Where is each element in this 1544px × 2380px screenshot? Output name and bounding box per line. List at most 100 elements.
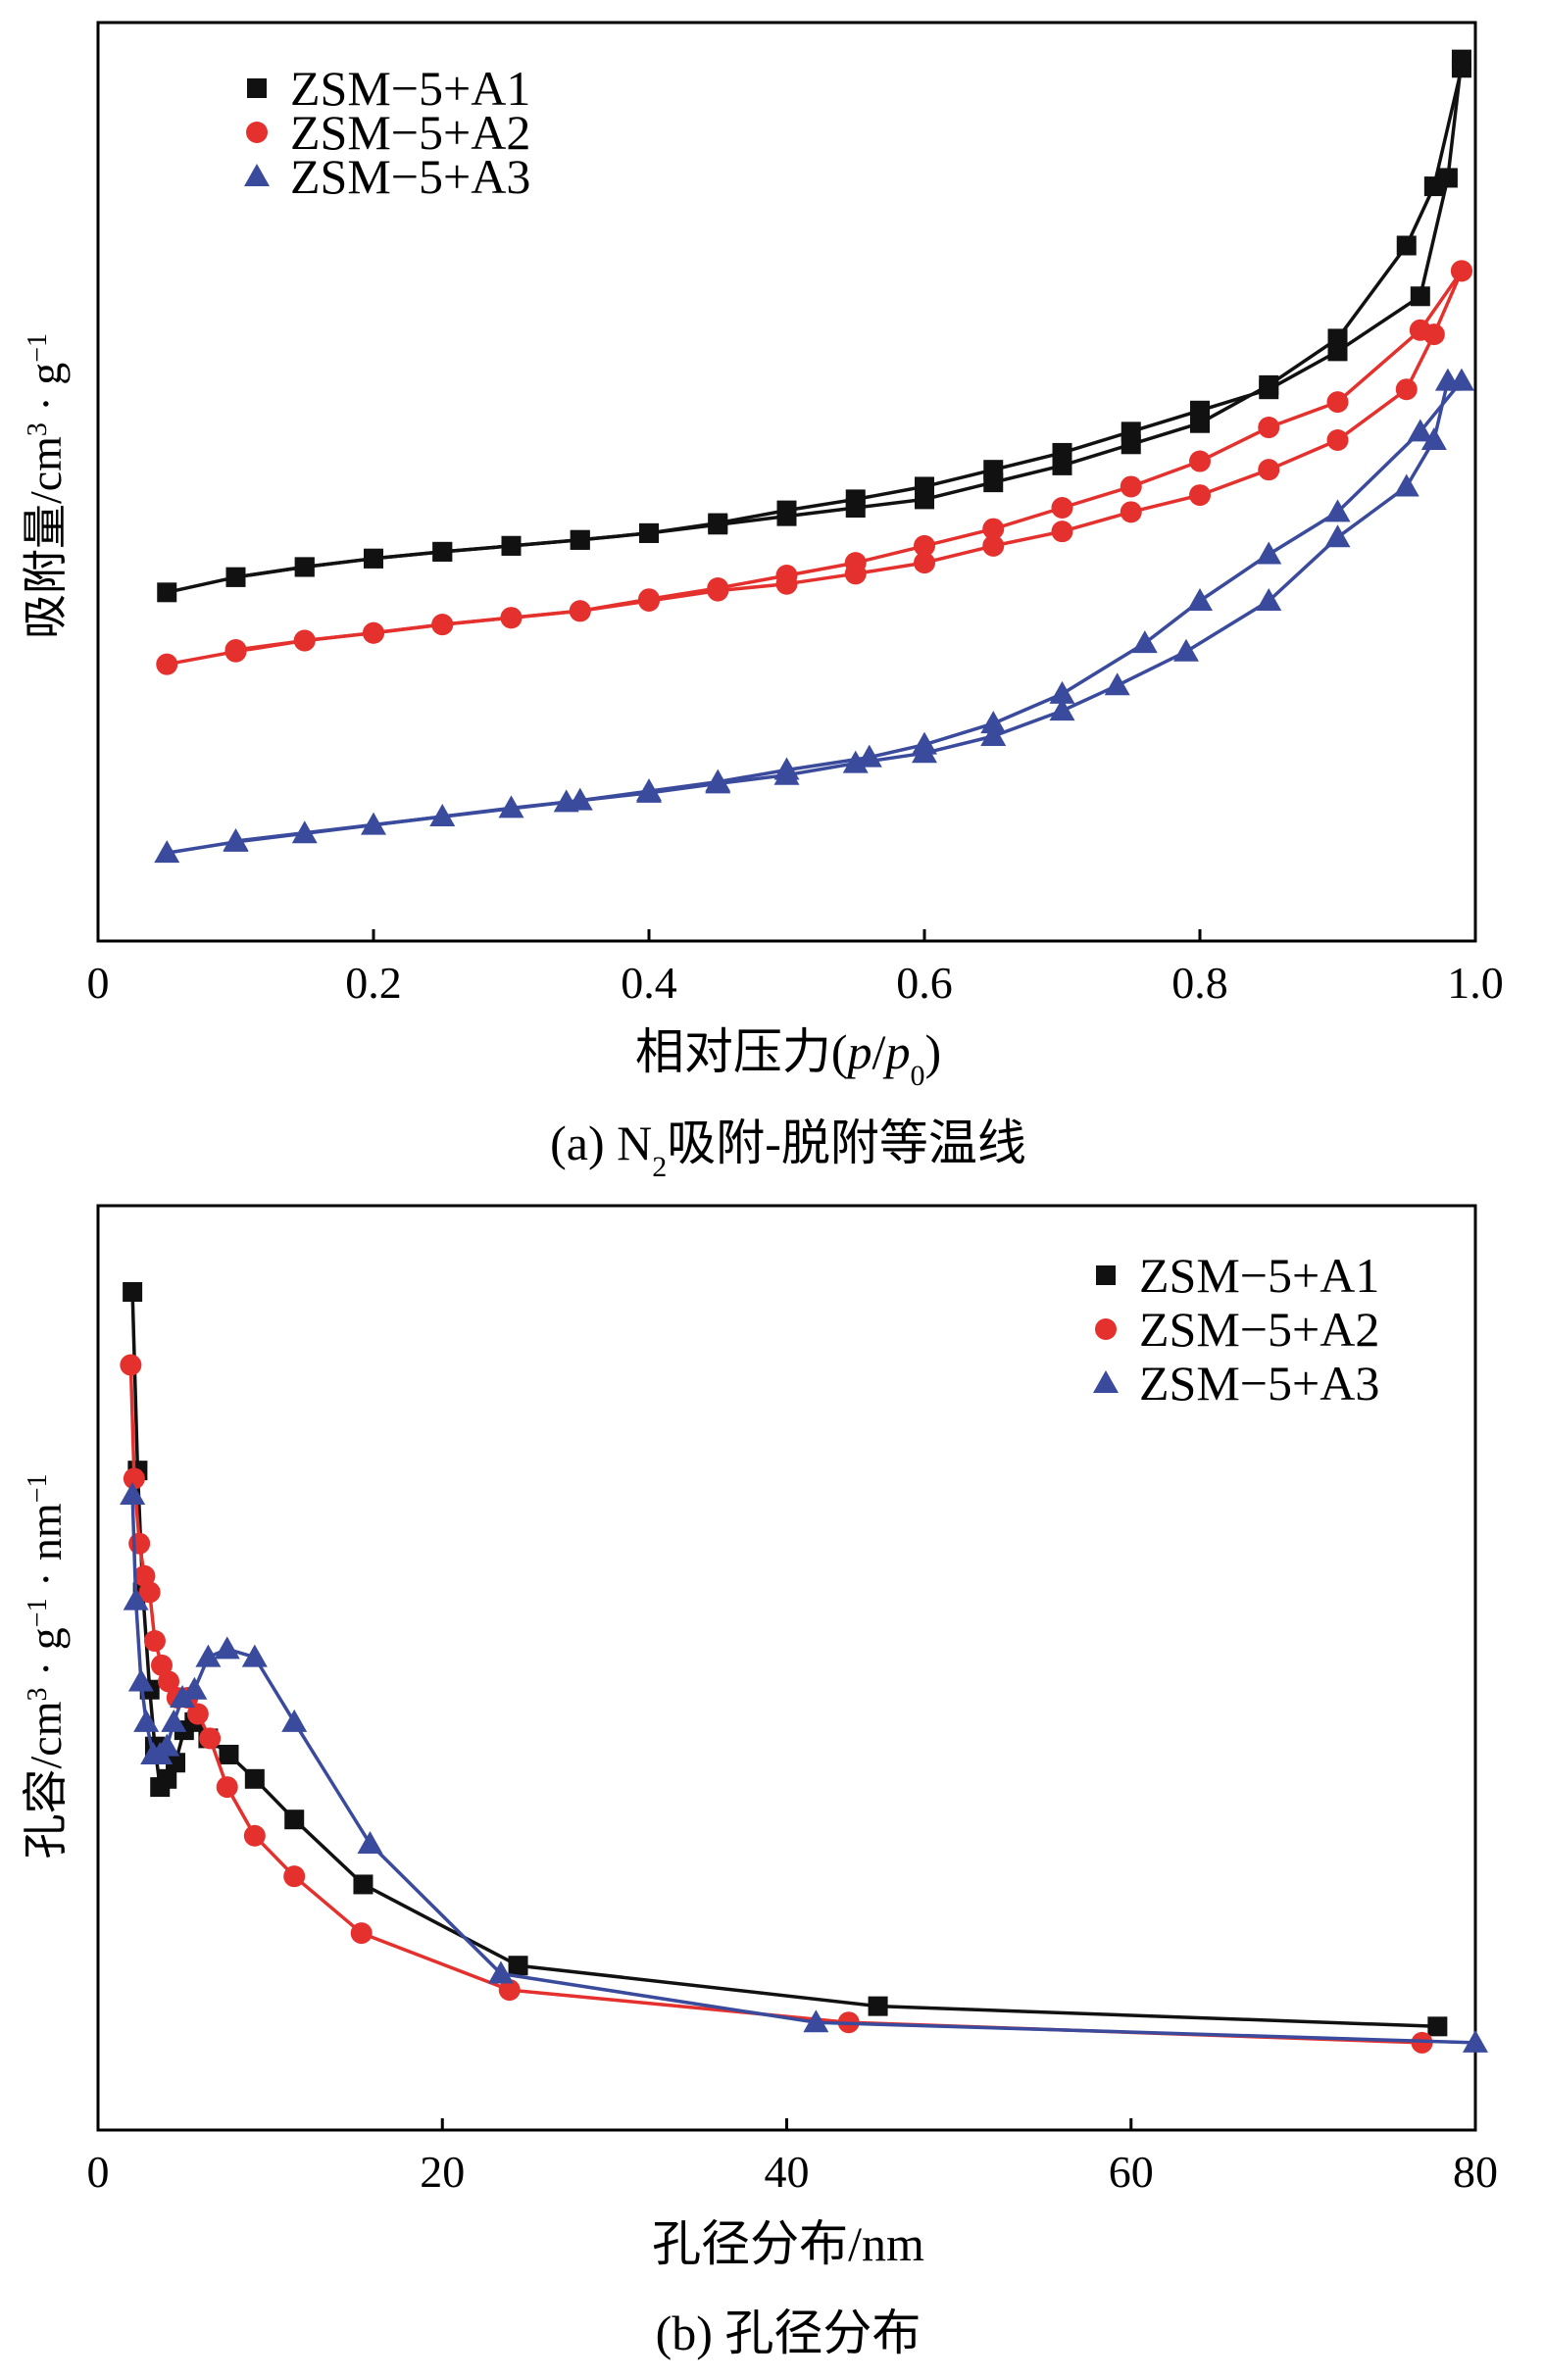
panel-b-data-point <box>133 1709 160 1732</box>
panel-a-data-point <box>364 548 383 569</box>
panel-a-data-point <box>1052 442 1072 463</box>
panel-a-data-point <box>1172 638 1199 662</box>
panel-b-data-point <box>123 1282 143 1302</box>
panel-a-data-point <box>1409 319 1431 341</box>
panel-b-data-point <box>1463 2029 1488 2053</box>
panel-b-data-point <box>186 1703 209 1725</box>
panel-a-data-point <box>773 757 800 780</box>
panel-a-isotherms: 0 0.2 0.4 0.6 0.8 1.0 ZSM−5+A1ZSM−5+A2ZSM−5+A… <box>21 21 1504 1183</box>
panel-a-legend-marker <box>247 78 267 98</box>
panel-a-data-point <box>1258 459 1280 481</box>
panel-b-legend-label: ZSM−5+A3 <box>1139 1356 1379 1411</box>
panel-a-legend-item: ZSM−5+A3 <box>244 149 530 204</box>
panel-a-data-point <box>224 639 247 662</box>
panel-b-data-point <box>161 1709 187 1732</box>
panel-a-caption: (a) N2吸附-脱附等温线 <box>550 1116 1026 1183</box>
panel-b-data-point <box>214 1636 240 1660</box>
panel-b-data-point <box>157 1768 177 1789</box>
panel-a-data-point <box>983 460 1004 480</box>
panel-b-data-point <box>143 1630 166 1653</box>
panel-b-data-point <box>154 1733 180 1757</box>
panel-a-data-point <box>223 828 249 852</box>
panel-a-legend-label: ZSM−5+A1 <box>290 61 530 116</box>
panel-a-data-point <box>225 567 246 587</box>
panel-a-data-point <box>1120 501 1142 523</box>
panel-b-caption: (b) 孔径分布 <box>656 2306 921 2360</box>
panel-a-data-point <box>980 723 1007 747</box>
panel-a-data-point <box>707 577 729 600</box>
panel-a-data-point <box>156 653 178 675</box>
panel-a-data-point <box>1451 49 1471 70</box>
panel-a-data-point <box>1326 391 1349 414</box>
panel-a-data-point <box>845 489 866 510</box>
panel-a-data-point <box>1437 168 1458 188</box>
panel-b-data-point <box>219 1744 239 1764</box>
panel-a-data-point <box>1395 378 1418 401</box>
panel-a-data-point <box>154 840 180 864</box>
panel-a-data-point <box>1396 235 1417 256</box>
panel-b-x-tick-label: 40 <box>765 2147 810 2197</box>
panel-b-data-point <box>508 1956 528 1976</box>
panel-b-data-point <box>498 1979 521 2002</box>
panel-a-series-ZSM−5+A1 <box>157 49 1471 603</box>
panel-a-data-point <box>570 529 590 550</box>
panel-a-series-ZSM−5+A3 <box>154 368 1474 864</box>
panel-a-data-point <box>1258 417 1280 439</box>
panel-a-x-tick-label: 0.4 <box>621 958 677 1008</box>
panel-a-legend-label: ZSM−5+A2 <box>290 105 530 160</box>
panel-a-data-point <box>1120 475 1142 498</box>
panel-b-data-point <box>357 1831 383 1855</box>
panel-a-data-point <box>1104 672 1130 696</box>
panel-a-data-point <box>1326 428 1349 451</box>
panel-a-data-point <box>842 750 869 773</box>
panel-a-data-point <box>567 787 593 811</box>
panel-b-data-point <box>123 1587 149 1611</box>
panel-b-data-point <box>133 1564 156 1587</box>
panel-a-data-point <box>636 778 662 802</box>
panel-a-x-tick-label: 1.0 <box>1447 958 1504 1008</box>
panel-a-data-point <box>500 607 523 629</box>
panel-a-legend-marker <box>246 122 268 143</box>
panel-a-data-point <box>1256 587 1282 611</box>
panel-b-data-point <box>128 1532 151 1555</box>
panel-a-data-point <box>776 500 797 521</box>
panel-a-data-point <box>1324 524 1351 548</box>
panel-b-data-point <box>803 2009 829 2033</box>
panel-b-x-tick-label: 0 <box>87 2147 110 2197</box>
panel-a-data-point <box>1448 368 1474 391</box>
panel-b-legend-item: ZSM−5+A3 <box>1093 1356 1379 1411</box>
panel-b-x-ticks: 0 20 40 60 80 <box>87 2118 1498 2197</box>
panel-a-x-tick-label: 0.6 <box>896 958 953 1008</box>
panel-b-data-point <box>195 1644 222 1667</box>
panel-b-data-point <box>244 1768 265 1789</box>
panel-b-data-point <box>216 1776 238 1799</box>
panel-a-data-point <box>638 588 660 611</box>
panel-a-data-point <box>1190 400 1210 421</box>
panel-a-series-ZSM−5+A2 <box>156 260 1472 675</box>
panel-b-data-point <box>487 1960 514 1984</box>
panel-b-data-point <box>166 1753 186 1773</box>
panel-a-plot-frame <box>96 21 1477 943</box>
panel-a-data-point <box>569 600 591 622</box>
panel-a-data-point <box>1259 379 1279 400</box>
panel-a-data-point <box>1051 497 1073 520</box>
panel-b-legend-marker <box>1096 1265 1116 1285</box>
panel-b-data-point <box>127 1668 154 1692</box>
panel-b-legend-item: ZSM−5+A1 <box>1096 1248 1379 1303</box>
panel-a-data-point <box>708 513 728 533</box>
panel-a-data-point <box>1189 450 1211 472</box>
panel-b-data-point <box>150 1654 173 1676</box>
panel-b-legend-item: ZSM−5+A2 <box>1095 1302 1379 1357</box>
panel-a-data-point <box>915 476 934 497</box>
panel-a-legend-label: ZSM−5+A3 <box>290 149 530 204</box>
panel-a-data-point <box>856 744 882 768</box>
panel-b-data-point <box>353 1874 374 1895</box>
panel-b-legend-marker <box>1093 1370 1119 1393</box>
panel-a-data-point <box>432 541 453 562</box>
panel-b-data-point <box>123 1467 145 1490</box>
panel-a-data-point <box>1051 521 1073 543</box>
panel-a-data-point <box>363 621 384 644</box>
panel-b-data-point <box>1427 2016 1448 2037</box>
